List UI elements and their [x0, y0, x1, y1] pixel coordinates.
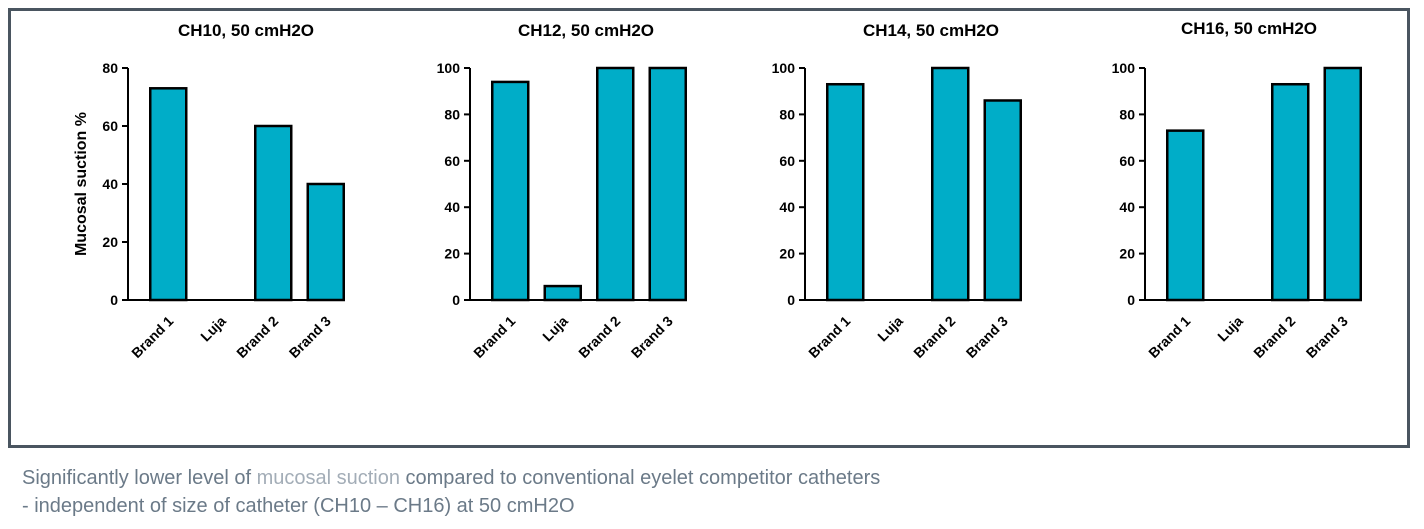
y-tick-label: 0	[110, 292, 118, 308]
y-tick-label: 20	[779, 246, 795, 262]
bar	[1271, 82, 1310, 302]
chart-title: CH16, 50 cmH2O	[1181, 19, 1317, 38]
y-tick-label: 100	[1112, 60, 1136, 76]
x-tick-label: Brand 2	[910, 313, 958, 361]
bar	[491, 80, 530, 302]
x-tick-label: Luja	[539, 313, 571, 345]
bar	[1323, 66, 1362, 302]
y-tick-label: 60	[779, 153, 795, 169]
bar	[1166, 129, 1205, 302]
y-tick-label: 20	[1119, 246, 1135, 262]
y-tick-label: 80	[1119, 106, 1135, 122]
bar	[596, 66, 635, 302]
y-tick-label: 40	[444, 199, 460, 215]
y-tick-label: 100	[772, 60, 796, 76]
y-tick-label: 20	[444, 246, 460, 262]
bar	[826, 82, 865, 302]
y-tick-label: 40	[1119, 199, 1135, 215]
charts-panel: CH10, 50 cmH2O Mucosal suction % 0 20 40 60 80…	[73, 19, 1362, 361]
y-tick-label: 60	[102, 118, 118, 134]
bar	[983, 99, 1022, 302]
caption-line-1: Significantly lower level of mucosal suc…	[22, 466, 880, 490]
y-tick-label: 0	[1127, 292, 1135, 308]
x-tick-label: Brand 2	[233, 313, 281, 361]
x-tick-label: Brand 2	[1250, 313, 1298, 361]
y-tick-label: 80	[444, 106, 460, 122]
caption-highlight: mucosal suction	[256, 467, 400, 489]
bar	[306, 182, 345, 302]
x-tick-label: Brand 3	[286, 313, 334, 361]
x-tick-label: Luja	[874, 313, 906, 345]
y-tick-label: 0	[787, 292, 795, 308]
bar	[254, 124, 293, 302]
y-tick-label: 100	[437, 60, 461, 76]
y-tick-label: 20	[102, 234, 118, 250]
bar	[543, 284, 582, 302]
x-tick-label: Brand 1	[470, 313, 518, 361]
caption-line-2: - independent of size of catheter (CH10 …	[22, 495, 575, 517]
x-tick-label: Luja	[197, 313, 229, 345]
bar	[149, 87, 188, 302]
y-tick-label: 80	[102, 60, 118, 76]
y-tick-label: 80	[779, 106, 795, 122]
y-axis-label: Mucosal suction %	[73, 112, 90, 256]
y-tick-label: 60	[444, 153, 460, 169]
x-tick-label: Luja	[1214, 313, 1246, 345]
chart-title: CH10, 50 cmH2O	[178, 21, 314, 40]
x-tick-label: Brand 1	[805, 313, 853, 361]
y-tick-label: 60	[1119, 153, 1135, 169]
caption-line-1-start: Significantly lower level of	[22, 467, 257, 489]
y-tick-label: 40	[779, 199, 795, 215]
chart-1: CH10, 50 cmH2O Mucosal suction % 0 20 40 60 80…	[73, 21, 345, 361]
chart-title: CH12, 50 cmH2O	[518, 21, 654, 40]
bar	[648, 66, 687, 302]
bar	[931, 66, 970, 302]
x-tick-label: Brand 2	[575, 313, 623, 361]
caption-line-1-end: compared to conventional eyelet competit…	[399, 467, 881, 489]
y-tick-label: 40	[102, 176, 118, 192]
x-tick-label: Brand 1	[1145, 313, 1193, 361]
x-tick-label: Brand 3	[963, 313, 1011, 361]
y-tick-label: 0	[452, 292, 460, 308]
x-tick-label: Brand 3	[1303, 313, 1351, 361]
x-tick-label: Brand 1	[128, 313, 176, 361]
x-tick-label: Brand 3	[628, 313, 676, 361]
chart-title: CH14, 50 cmH2O	[863, 21, 999, 40]
